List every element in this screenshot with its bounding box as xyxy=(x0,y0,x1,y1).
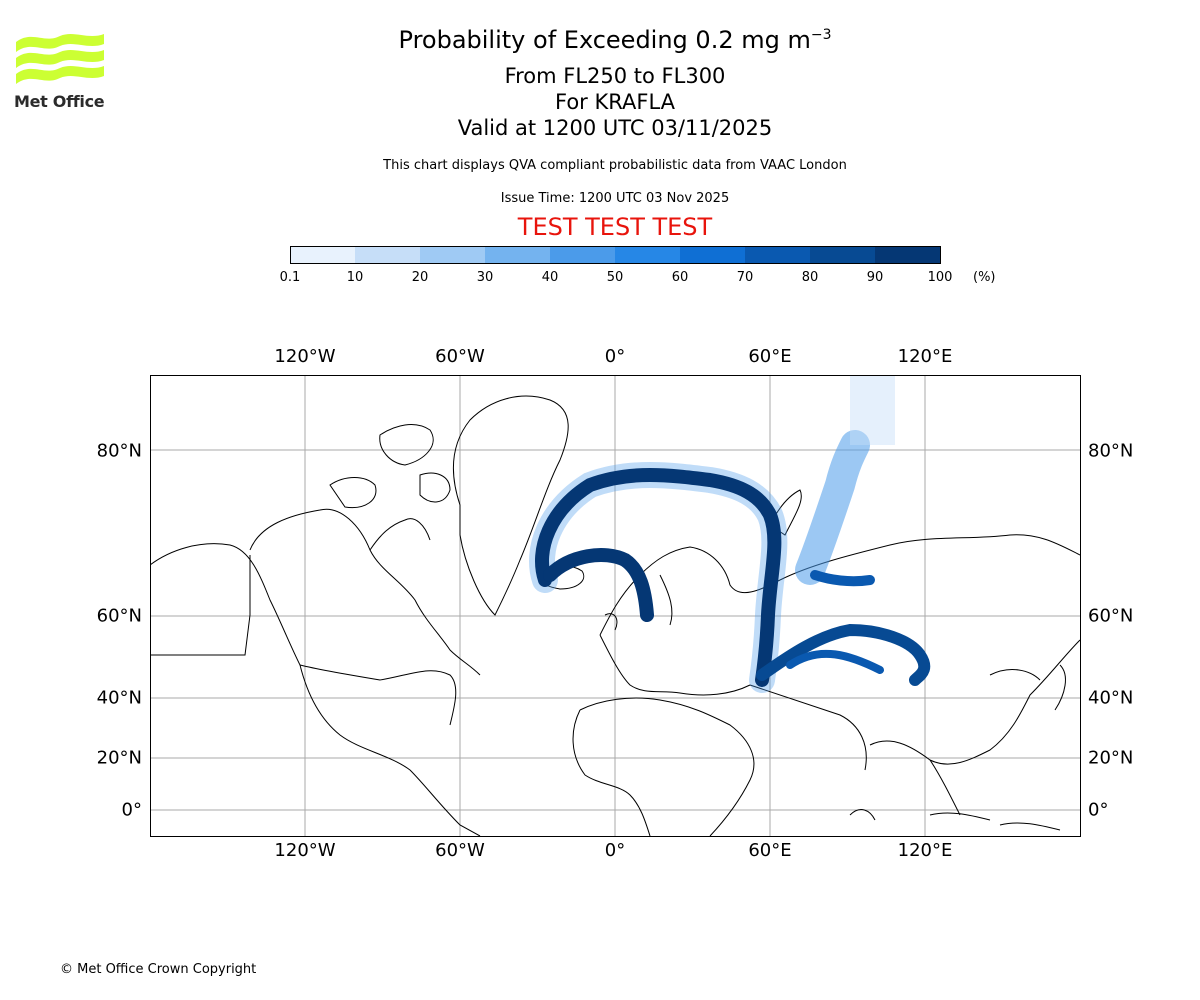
lat-label-right-40n: 40°N xyxy=(1088,687,1134,709)
lat-label-right-60n: 60°N xyxy=(1088,605,1134,627)
colorbar-segment xyxy=(355,246,421,263)
lon-label-bottom-60e: 60°E xyxy=(748,840,792,861)
volcano-name: For KRAFLA xyxy=(555,90,675,114)
lat-label-left-60n: 60°N xyxy=(96,605,142,627)
lon-label-top-60e: 60°E xyxy=(748,346,792,367)
colorbar-segment xyxy=(745,246,811,263)
colorbar-segment xyxy=(420,246,486,263)
met-office-waves-icon xyxy=(16,34,104,84)
coastlines xyxy=(150,395,1080,836)
colorbar-tick-label: 30 xyxy=(476,270,494,285)
colorbar-tick-label: 100 xyxy=(927,270,953,285)
title-main: Probability of Exceeding 0.2 mg m xyxy=(398,26,811,54)
lat-label-right-80n: 80°N xyxy=(1088,440,1134,462)
colorbar-tick-label: 90 xyxy=(866,270,884,285)
colorbar-segment xyxy=(810,246,876,263)
issue-time: Issue Time: 1200 UTC 03 Nov 2025 xyxy=(500,191,730,206)
colorbar-segment xyxy=(550,246,616,263)
colorbar-tick-label: 50 xyxy=(606,270,624,285)
colorbar-segment xyxy=(615,246,681,263)
colorbar-segment xyxy=(290,246,356,263)
colorbar-tick-label: 10 xyxy=(346,270,364,285)
logo-text: Met Office xyxy=(14,92,105,111)
map-border xyxy=(150,375,1081,837)
chart-description: This chart displays QVA compliant probab… xyxy=(383,158,847,173)
colorbar-unit: (%) xyxy=(973,270,996,285)
lon-label-top-120w: 120°W xyxy=(274,346,336,367)
flight-level-range: From FL250 to FL300 xyxy=(504,64,726,88)
lat-label-right-0: 0° xyxy=(1088,799,1109,821)
title-superscript: −3 xyxy=(810,27,832,43)
lat-label-right-20n: 20°N xyxy=(1088,747,1134,769)
ash-plume xyxy=(529,375,931,693)
colorbar-border xyxy=(290,246,941,264)
lon-label-bottom-120w: 120°W xyxy=(274,840,336,861)
lat-label-left-80n: 80°N xyxy=(96,440,142,462)
lon-label-bottom-0: 0° xyxy=(604,840,626,861)
test-banner: TEST TEST TEST xyxy=(517,213,713,241)
lon-label-top-120e: 120°E xyxy=(897,346,953,367)
lat-label-left-0: 0° xyxy=(121,799,142,821)
lon-label-bottom-60w: 60°W xyxy=(435,840,485,861)
colorbar-tick-label: 40 xyxy=(541,270,559,285)
colorbar-segment xyxy=(680,246,746,263)
colorbar-tick-label: 20 xyxy=(411,270,429,285)
valid-time: Valid at 1200 UTC 03/11/2025 xyxy=(457,116,773,140)
lon-label-bottom-120e: 120°E xyxy=(897,840,953,861)
lat-label-left-40n: 40°N xyxy=(96,687,142,709)
colorbar-tick-label: 80 xyxy=(801,270,819,285)
copyright-notice: © Met Office Crown Copyright xyxy=(60,962,257,977)
lat-label-left-20n: 20°N xyxy=(96,747,142,769)
met-office-logo xyxy=(14,30,106,110)
colorbar-segment xyxy=(485,246,551,263)
chart-title: Probability of Exceeding 0.2 mg m−3 xyxy=(0,26,1200,54)
colorbar-segment xyxy=(875,246,941,263)
colorbar-tick-label: 0.1 xyxy=(279,270,301,285)
lon-label-top-60w: 60°W xyxy=(435,346,485,367)
map-frame xyxy=(150,375,1081,837)
lon-label-top-0: 0° xyxy=(604,346,626,367)
map-gridlines xyxy=(150,375,1080,836)
colorbar-tick-label: 60 xyxy=(671,270,689,285)
colorbar-tick-label: 70 xyxy=(736,270,754,285)
colorbar xyxy=(290,246,941,264)
